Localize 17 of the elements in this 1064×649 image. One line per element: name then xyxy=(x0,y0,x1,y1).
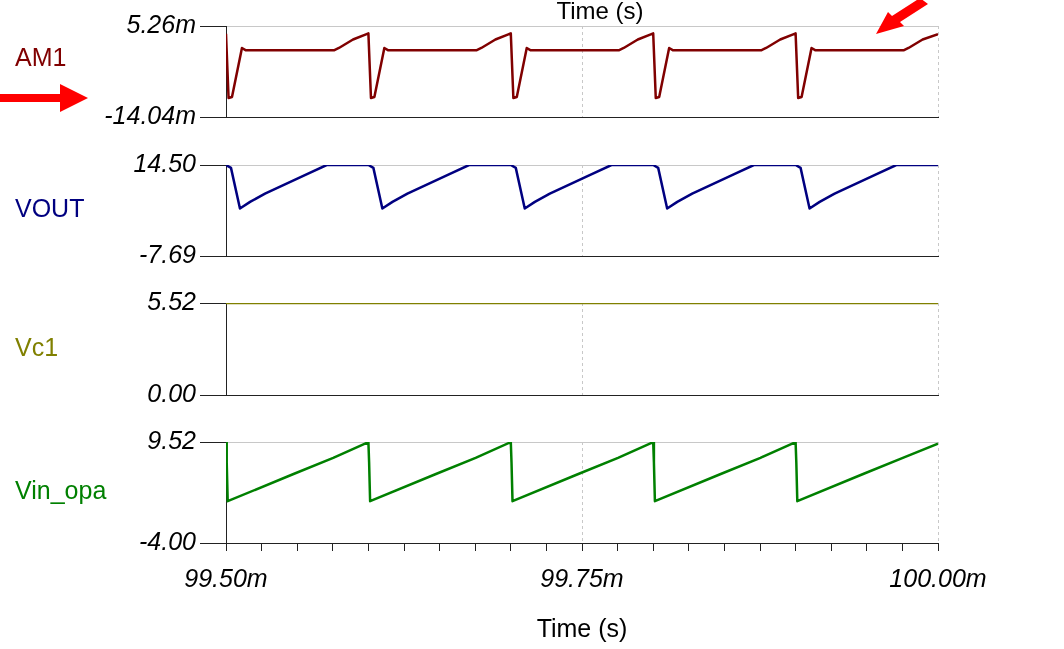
x-tick-label: 99.75m xyxy=(540,563,624,592)
x-tick-label: 100.00m xyxy=(889,563,987,592)
y-tick-label: 9.52 xyxy=(147,425,197,454)
y-tick-label: -4.00 xyxy=(139,526,197,555)
x-tick-label: 99.50m xyxy=(184,563,268,592)
y-tick-label: -7.69 xyxy=(139,239,197,268)
text: Vc1 xyxy=(15,332,59,361)
y-tick-label: 0.00 xyxy=(147,378,197,407)
text: Vin_opa xyxy=(15,476,107,505)
text: VOUT xyxy=(15,194,85,223)
x-axis-title: Time (s) xyxy=(536,613,628,642)
text: AM1 xyxy=(15,43,67,72)
y-tick-label: 14.50 xyxy=(133,148,197,177)
text: Time (s) xyxy=(556,0,644,24)
y-tick-label: 5.52 xyxy=(147,286,197,315)
y-tick-label: -14.04m xyxy=(104,100,196,129)
y-tick-label: 5.26m xyxy=(126,9,196,38)
